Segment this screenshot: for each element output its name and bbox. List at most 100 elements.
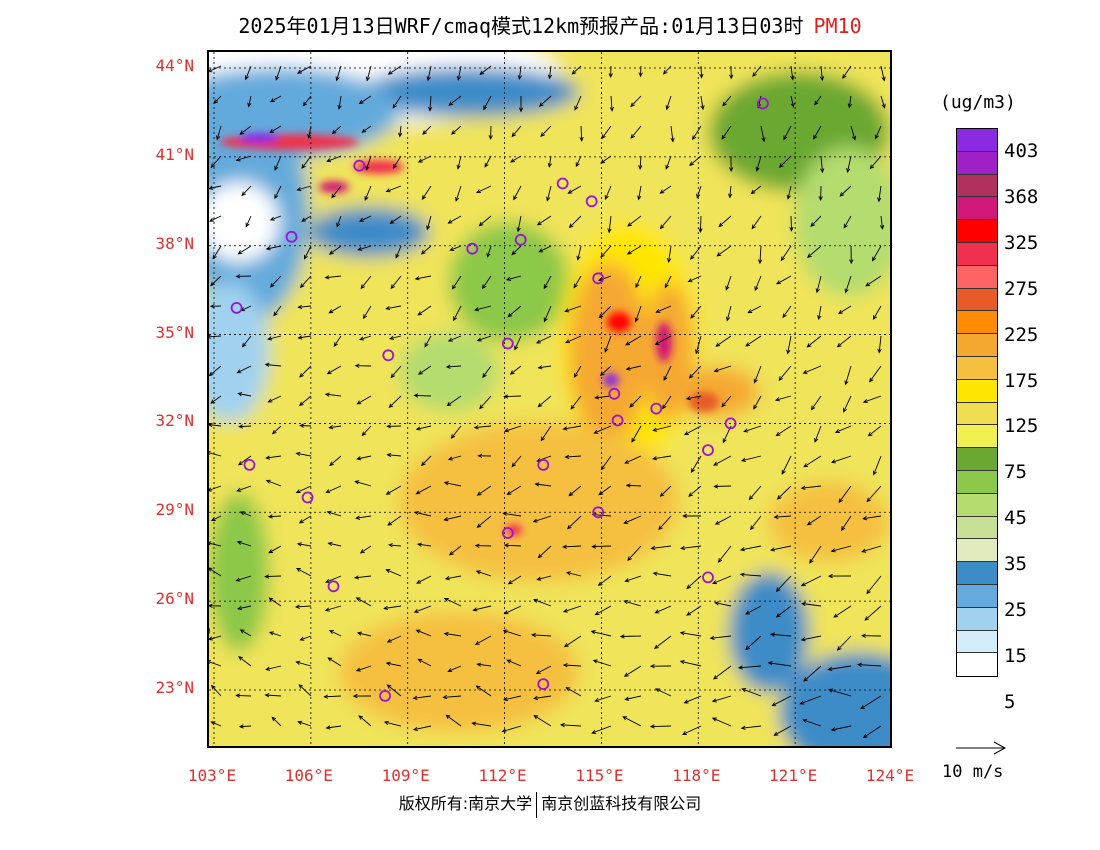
wind-vector <box>386 485 402 495</box>
wind-arrowhead <box>456 75 462 81</box>
station-marker <box>243 458 256 471</box>
wind-arrowhead <box>654 688 660 693</box>
wind-arrowhead <box>690 255 695 260</box>
legend-swatch <box>957 630 997 654</box>
wind-arrowhead <box>624 696 630 701</box>
wind-arrowhead <box>488 135 493 140</box>
station-marker <box>724 417 737 430</box>
wind-arrowhead <box>862 733 868 739</box>
wind-arrowhead <box>358 715 364 720</box>
wind-vector <box>304 245 312 259</box>
longitude-label: 106°E <box>284 766 333 785</box>
wind-vector <box>810 215 822 227</box>
wind-arrowhead <box>484 162 489 168</box>
wind-arrowhead <box>443 597 449 602</box>
wind-arrowhead <box>833 613 839 618</box>
station-marker <box>501 337 514 350</box>
wind-vector <box>625 335 642 346</box>
wind-vector <box>692 125 702 140</box>
wind-arrowhead <box>511 132 516 138</box>
wind-vector <box>507 305 522 318</box>
wind-arrowhead <box>591 544 597 549</box>
legend-swatch <box>957 242 997 266</box>
wind-arrowhead <box>637 195 642 201</box>
wind-vector <box>427 65 432 81</box>
wind-arrowhead <box>210 721 216 726</box>
wind-arrowhead <box>237 461 243 466</box>
wind-vector <box>878 185 882 202</box>
wind-vector <box>504 425 522 432</box>
wind-vector <box>332 125 342 135</box>
wind-vector <box>357 632 372 637</box>
wind-vector <box>238 245 252 255</box>
wind-vector <box>725 275 732 290</box>
wind-arrowhead <box>847 103 852 109</box>
wind-vector <box>627 215 642 227</box>
wind-vector <box>363 305 372 319</box>
wind-arrowhead <box>355 597 361 602</box>
wind-arrowhead <box>696 193 701 199</box>
wind-vector <box>393 155 402 169</box>
wind-arrowhead <box>692 135 697 141</box>
wind-arrowhead <box>679 659 685 665</box>
wind-vector <box>366 65 372 81</box>
wind-vector <box>237 541 252 547</box>
wind-vector <box>655 605 672 614</box>
wind-vector <box>651 545 672 549</box>
longitude-label: 115°E <box>575 766 624 785</box>
wind-vector <box>807 515 822 526</box>
wind-arrowhead <box>604 347 609 353</box>
wind-arrowhead <box>537 365 543 370</box>
wind-arrowhead <box>601 134 606 140</box>
wind-vector <box>729 185 732 198</box>
station-marker <box>301 491 314 504</box>
wind-arrowhead <box>238 424 243 429</box>
wind-vector <box>660 215 672 229</box>
wind-vector <box>240 305 252 312</box>
latitude-label: 38°N <box>155 233 194 253</box>
wind-vector <box>540 425 552 441</box>
wind-vector <box>740 545 762 551</box>
wind-vector <box>329 425 342 429</box>
wind-vector <box>828 689 852 697</box>
wind-vector <box>209 215 222 222</box>
wind-vector <box>473 605 492 611</box>
wind-arrowhead <box>237 250 243 255</box>
wind-arrowhead <box>295 660 301 665</box>
wind-arrowhead <box>838 498 843 504</box>
wind-vector <box>801 485 822 489</box>
wind-vector <box>718 215 732 227</box>
wind-vector <box>416 485 432 495</box>
wind-vector <box>813 125 822 140</box>
map-canvas <box>209 52 890 746</box>
wind-arrowhead <box>483 105 488 111</box>
wind-vector <box>624 665 642 677</box>
wind-arrowhead <box>872 470 877 476</box>
wind-vector <box>664 275 672 288</box>
wind-vector <box>743 425 762 433</box>
wind-arrowhead <box>803 677 808 682</box>
wind-vector <box>510 155 522 163</box>
wind-vector <box>477 663 492 667</box>
wind-arrowhead <box>666 257 672 264</box>
wind-arrowhead <box>786 349 791 355</box>
wind-arrowhead <box>604 194 609 200</box>
wind-vector <box>331 185 342 198</box>
wind-arrowhead <box>869 164 875 170</box>
wind-vector <box>563 605 582 613</box>
wind-vector <box>387 635 402 643</box>
wind-vector <box>682 725 702 735</box>
wind-arrowhead <box>447 668 453 673</box>
wind-vector <box>803 719 822 727</box>
wind-arrowhead <box>849 259 854 265</box>
wind-arrowhead <box>711 698 717 703</box>
wind-vector <box>422 185 432 200</box>
wind-arrowhead <box>827 573 833 579</box>
wind-arrowhead <box>447 456 453 461</box>
wind-arrowhead <box>511 250 517 256</box>
wind-vector <box>653 455 672 460</box>
wind-arrowhead <box>753 404 758 410</box>
wind-arrowhead <box>392 163 398 169</box>
wind-arrowhead <box>690 468 696 473</box>
wind-vector <box>713 665 732 680</box>
